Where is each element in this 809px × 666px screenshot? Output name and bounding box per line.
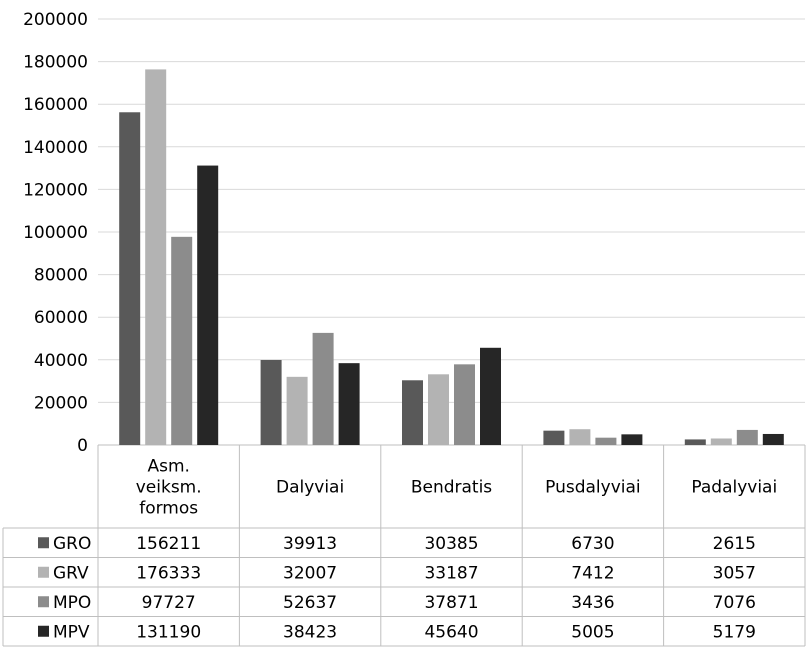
bar-gro (402, 380, 423, 445)
y-tick-label: 40000 (34, 351, 88, 371)
bars (119, 69, 784, 446)
data-cell: 5179 (713, 622, 756, 642)
bar-grv (569, 429, 591, 445)
data-cell: 2615 (713, 534, 756, 554)
data-cell: 97727 (142, 593, 196, 613)
category-label: Padalyviai (691, 478, 777, 498)
bar-mpo (454, 364, 475, 445)
data-table: Asm. veiksm. formos Dalyviai Bendratis Pusdal… (2, 445, 806, 647)
y-tick-label: 80000 (34, 266, 88, 286)
bar-grv (286, 376, 308, 445)
legend-label: GRV (53, 563, 89, 583)
y-tick-label: 20000 (34, 393, 88, 413)
bar-mpo (736, 429, 758, 445)
category-label: Pusdalyviai (545, 478, 641, 498)
data-cell: 6730 (571, 534, 614, 554)
data-cell: 7076 (713, 593, 756, 613)
data-cell: 45640 (424, 622, 478, 642)
data-cell: 30385 (424, 534, 478, 554)
bar-mpv (338, 363, 360, 445)
bar-mpo (171, 236, 193, 445)
legend-swatch (38, 625, 49, 637)
bar-mpo (312, 332, 334, 445)
data-cell: 52637 (283, 593, 337, 613)
y-tick-label: 0 (77, 436, 88, 456)
data-cell: 131190 (136, 622, 201, 642)
bar-grv (428, 374, 449, 445)
data-cell: 33187 (424, 563, 478, 583)
data-cell: 39913 (283, 534, 337, 554)
bar-gro (684, 439, 706, 445)
y-tick-label: 100000 (23, 223, 88, 243)
data-cell: 7412 (571, 563, 614, 583)
y-tick-label: 180000 (23, 53, 88, 73)
y-tick-label: 120000 (23, 180, 88, 200)
bar-gro (119, 112, 141, 445)
category-label: Asm. veiksm. formos (136, 457, 202, 519)
y-axis: 0 20000 40000 60000 80000 100000 120000 140000 1… (23, 10, 88, 456)
bar-mpv (480, 347, 501, 445)
category-label: Dalyviai (276, 478, 344, 498)
bar-mpv (621, 434, 643, 445)
data-cell: 176333 (136, 563, 201, 583)
bar-mpv (197, 165, 219, 445)
bar-mpo (595, 437, 617, 445)
y-tick-label: 200000 (23, 10, 88, 30)
y-tick-label: 140000 (23, 138, 88, 158)
data-cell: 3057 (713, 563, 756, 583)
bar-grv (145, 69, 167, 446)
legend-swatch (38, 537, 49, 549)
legend-label: MPV (53, 622, 90, 642)
data-cell: 3436 (571, 593, 614, 613)
data-cell: 37871 (424, 593, 478, 613)
bar-mpv (762, 433, 784, 445)
data-cell: 32007 (283, 563, 337, 583)
data-cell: 156211 (136, 534, 201, 554)
category-label: Bendratis (411, 478, 492, 498)
data-cell: 5005 (571, 622, 614, 642)
legend-label: GRO (53, 534, 91, 554)
bar-grv (710, 438, 732, 445)
legend-swatch (38, 596, 49, 608)
legend-swatch (38, 566, 49, 578)
data-cell: 38423 (283, 622, 337, 642)
bar-gro (543, 430, 565, 445)
legend-label: MPO (53, 593, 91, 613)
bar-gro (260, 359, 282, 445)
y-tick-label: 60000 (34, 308, 88, 328)
y-tick-label: 160000 (23, 95, 88, 115)
